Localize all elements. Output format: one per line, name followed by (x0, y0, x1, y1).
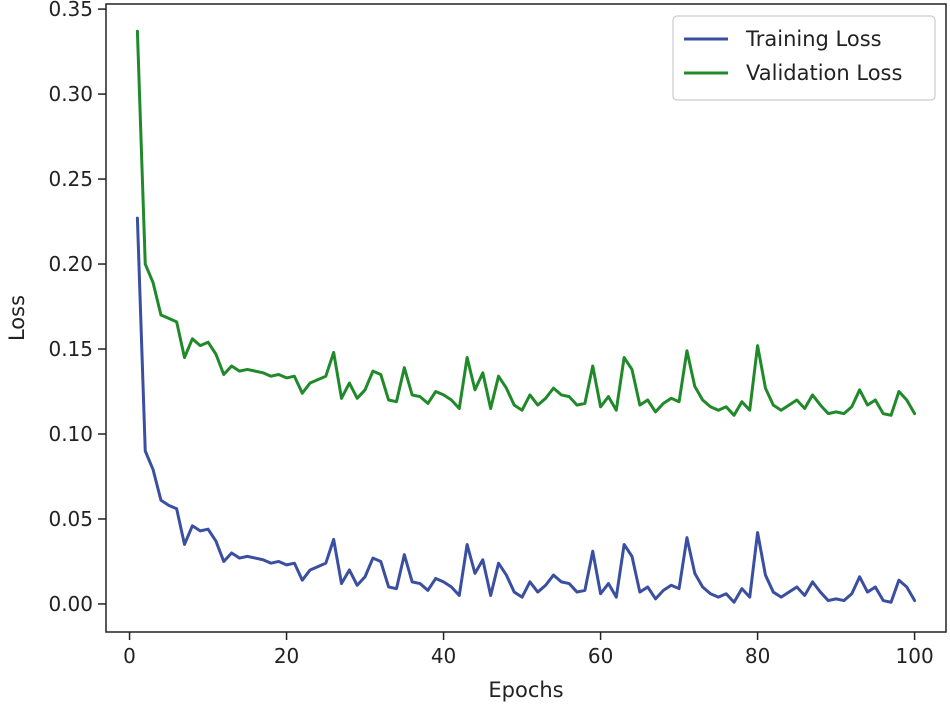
plot-frame (105, 3, 947, 633)
legend-label-validation-loss: Validation Loss (746, 61, 902, 85)
x-tick-label: 60 (588, 644, 613, 668)
y-tick-label: 0.20 (48, 252, 93, 276)
x-axis-label: Epochs (488, 678, 563, 702)
legend-label-training-loss: Training Loss (745, 27, 882, 51)
legend-box (672, 15, 936, 101)
series-line-validation-loss (135, 29, 917, 417)
y-tick-label: 0.15 (48, 337, 93, 361)
series-layer (135, 29, 917, 604)
y-tick-label: 0.30 (48, 82, 93, 106)
y-tick-label: 0.00 (48, 592, 93, 616)
x-tick-label: 80 (745, 644, 770, 668)
y-tick-label: 0.35 (48, 0, 93, 21)
x-tick-label: 0 (123, 644, 136, 668)
y-axis-label: Loss (5, 295, 29, 341)
ticks-layer: 0 20 40 60 80 100 0.00 0.05 0.10 0.15 0.20 0.25 0.30… (48, 0, 933, 668)
y-tick-label: 0.10 (48, 422, 93, 446)
x-tick-label: 100 (896, 644, 934, 668)
y-tick-label: 0.05 (48, 507, 93, 531)
x-tick-label: 20 (274, 644, 299, 668)
x-tick-label: 40 (431, 644, 456, 668)
y-tick-label: 0.25 (48, 167, 93, 191)
series-line-training-loss (135, 216, 917, 604)
legend: Training Loss Validation Loss (672, 15, 936, 101)
